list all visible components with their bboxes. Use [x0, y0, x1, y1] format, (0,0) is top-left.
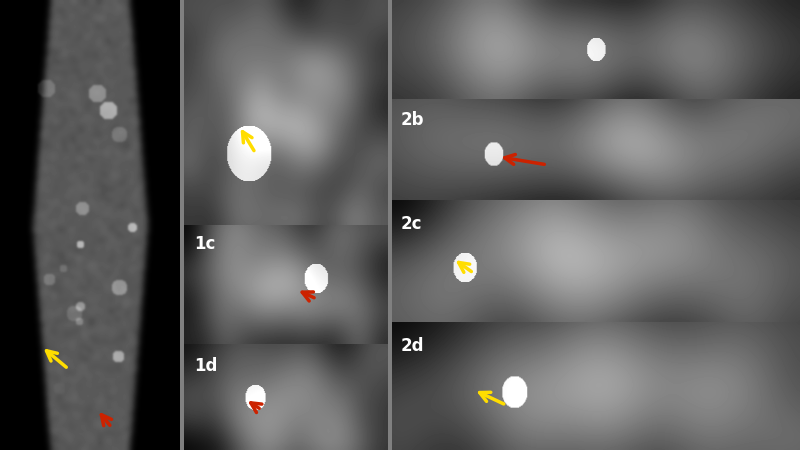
Text: 2d: 2d — [400, 337, 424, 355]
Text: 2c: 2c — [400, 215, 422, 233]
Text: 1d: 1d — [194, 357, 218, 375]
Text: 2b: 2b — [400, 111, 424, 129]
Text: 1c: 1c — [194, 234, 215, 252]
